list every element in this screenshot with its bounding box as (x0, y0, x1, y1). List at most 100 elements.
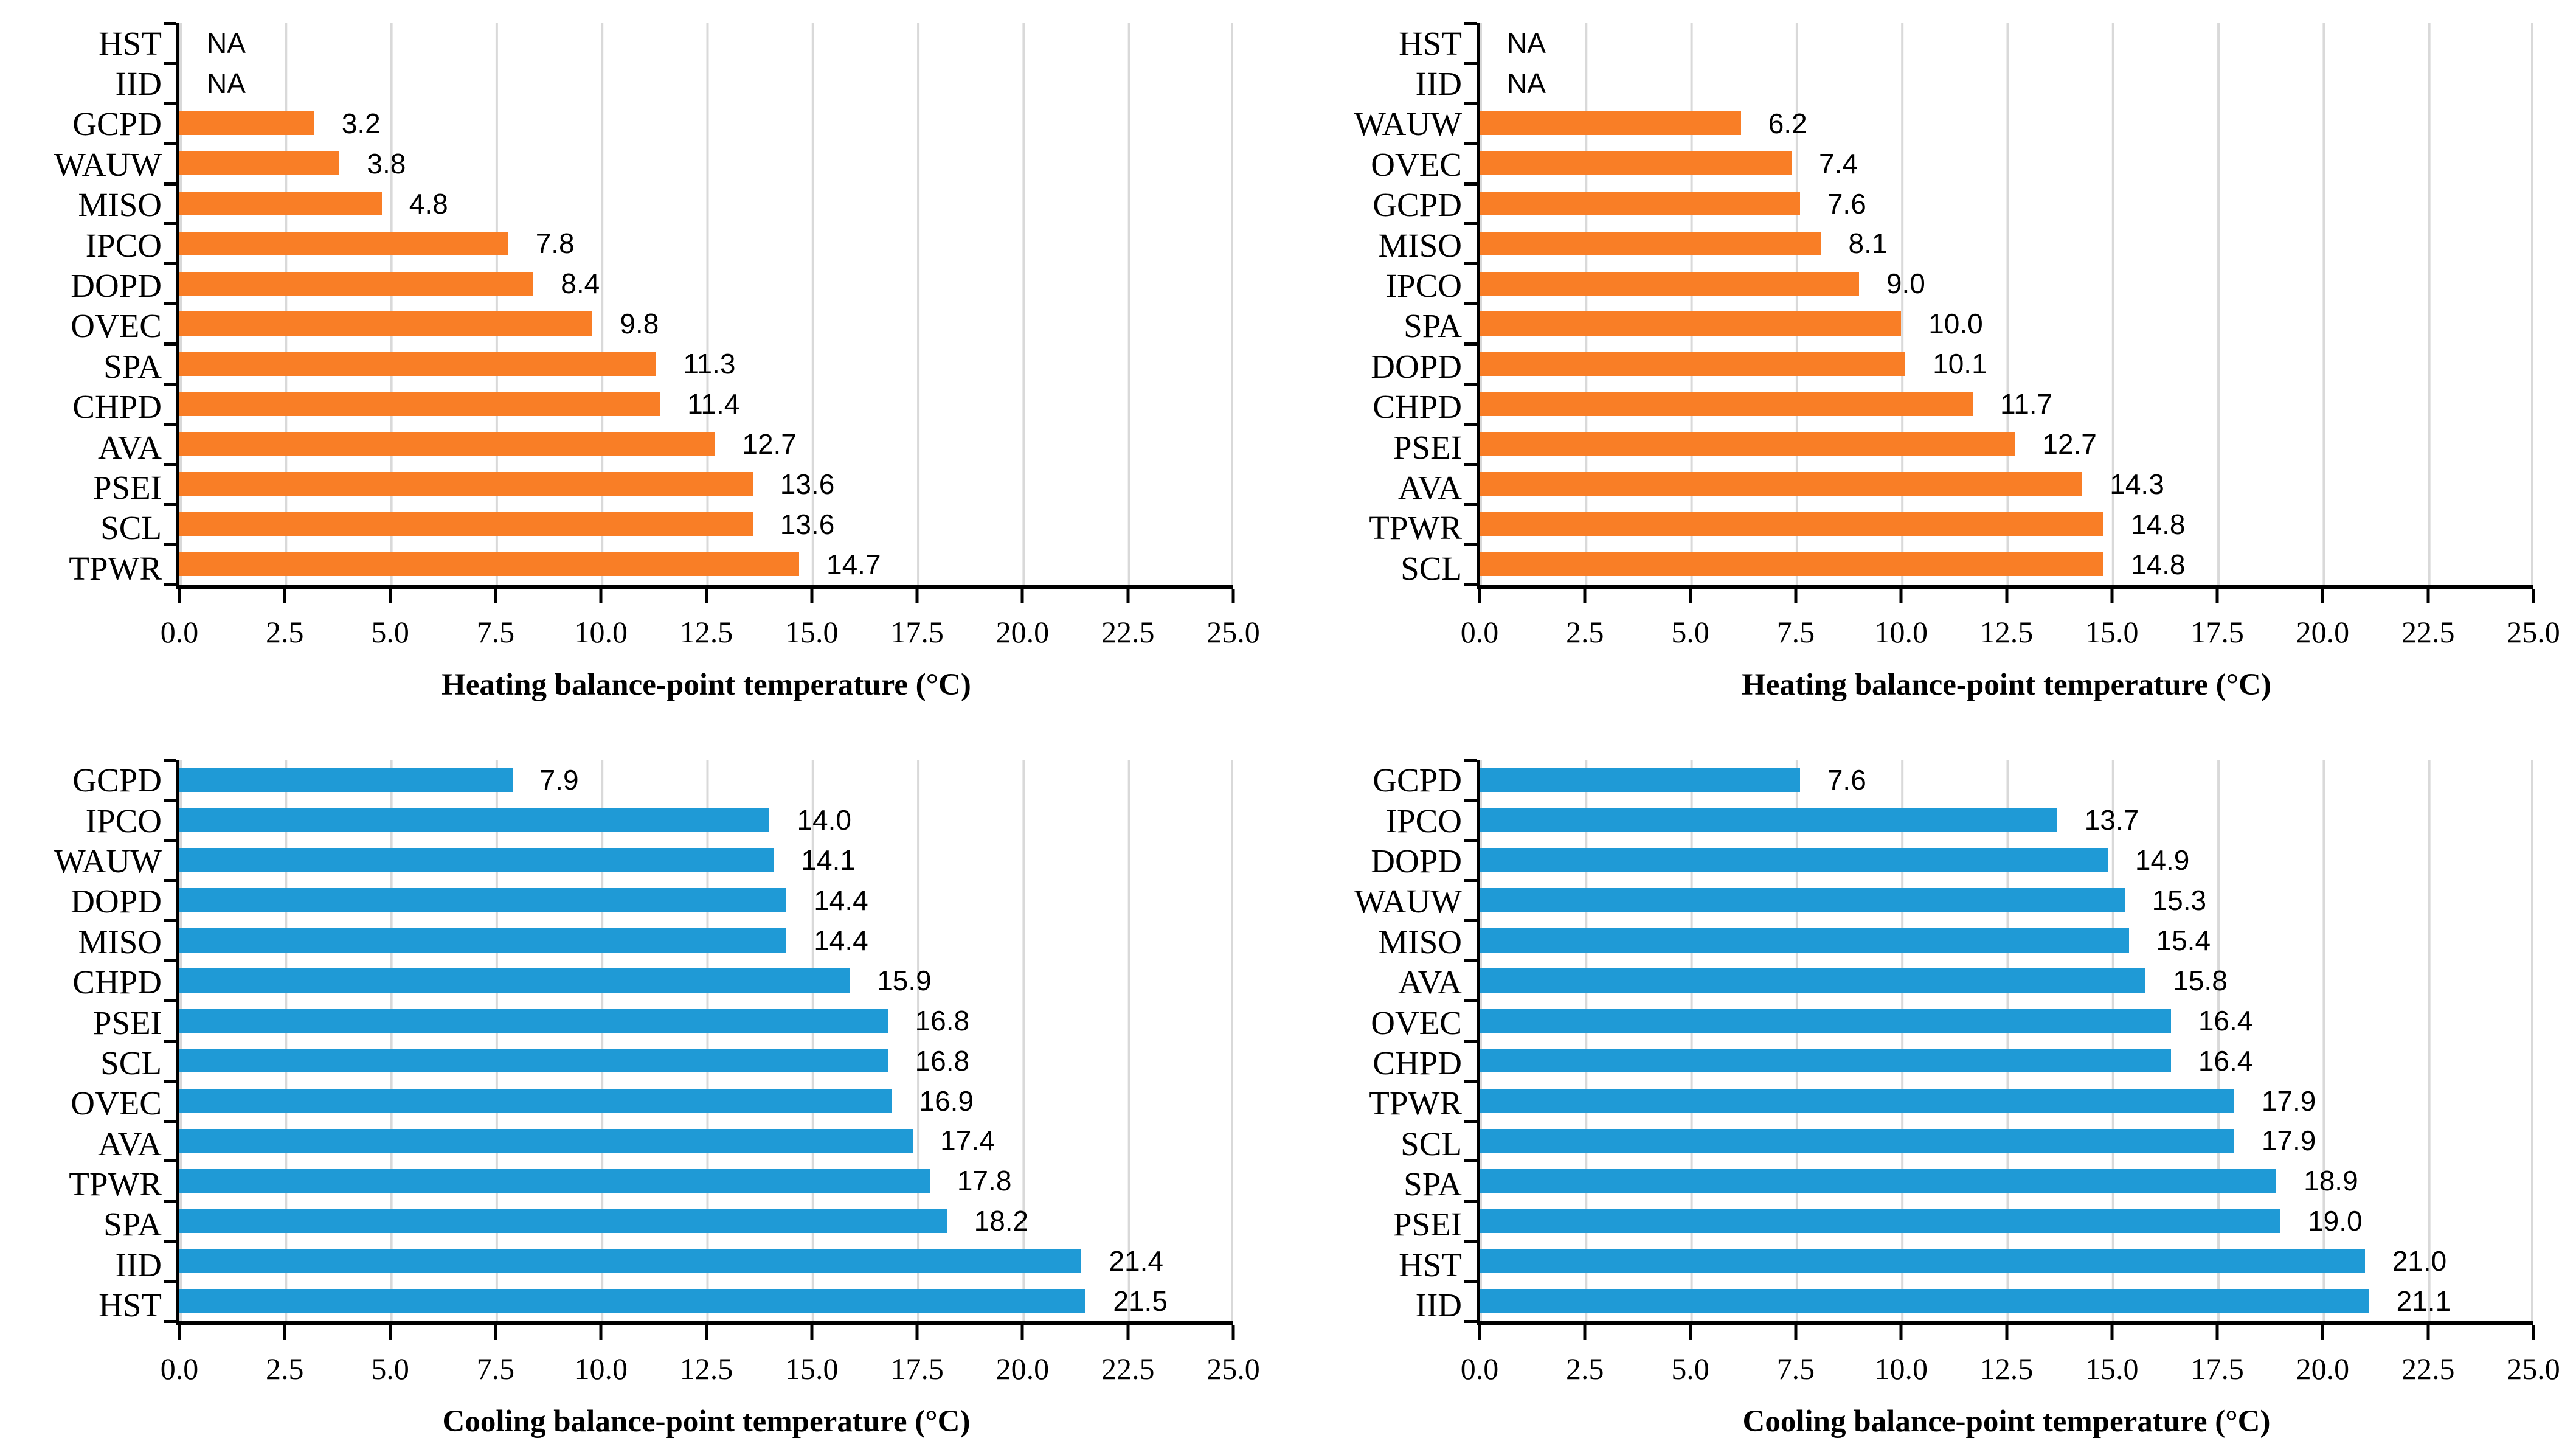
x-tick-label: 22.5 (2401, 614, 2455, 649)
value-label: 3.2 (341, 107, 381, 139)
x-tick-label: 5.0 (1671, 1352, 1709, 1386)
value-label: 11.3 (683, 348, 736, 380)
x-tick-label: 22.5 (2401, 1352, 2455, 1386)
x-axis-tick (2005, 1325, 2008, 1340)
x-tick-label: 5.0 (1671, 614, 1709, 649)
y-axis-tick (164, 102, 176, 105)
category-label: WAUW (1354, 883, 1462, 920)
value-label: 8.4 (561, 268, 600, 300)
bar (179, 1009, 888, 1033)
y-axis-tick (1464, 1119, 1477, 1123)
x-axis-tick (283, 1325, 286, 1340)
x-tick-label: 5.0 (371, 1352, 409, 1386)
bar-row: 6.2 (1480, 103, 2533, 144)
value-label: 7.9 (539, 764, 579, 796)
x-tick-label: 25.0 (1207, 1352, 1260, 1386)
bar (1480, 111, 1741, 136)
category-label: MISO (1378, 226, 1462, 264)
bar-row: 16.4 (1480, 1041, 2533, 1081)
x-axis-tick (1794, 588, 1798, 603)
x-axis-tick (810, 1325, 814, 1340)
bar (1480, 1169, 2277, 1193)
x-axis-tick (1583, 1325, 1587, 1340)
y-axis-tick (164, 61, 176, 65)
y-axis-tick (164, 502, 176, 506)
x-tick-label: 15.0 (785, 614, 839, 649)
bar (1480, 968, 2146, 993)
y-axis-tick (1464, 142, 1477, 145)
x-tick-label: 7.5 (1776, 614, 1815, 649)
bar (179, 1128, 913, 1153)
bar-row: 14.8 (1480, 504, 2533, 544)
bar (179, 352, 656, 376)
category-label: PSEI (1393, 1206, 1462, 1243)
bar-row: 17.9 (1480, 1121, 2533, 1161)
value-label: 18.2 (974, 1205, 1029, 1237)
value-label: 12.7 (2042, 428, 2097, 460)
category-label: WAUW (1354, 105, 1462, 143)
bar-row: 21.5 (179, 1281, 1233, 1321)
y-axis-tick (164, 342, 176, 346)
bar-row: 15.8 (1480, 960, 2533, 1001)
bar-row: 14.3 (1480, 464, 2533, 504)
category-label: CHPD (1373, 1044, 1462, 1082)
x-axis-tick (1794, 1325, 1798, 1340)
bar (179, 111, 314, 136)
x-tick-label: 10.0 (1874, 614, 1928, 649)
x-axis-tick (1231, 588, 1235, 603)
y-axis-tick (1464, 1079, 1477, 1083)
x-tick-label: 20.0 (995, 1352, 1050, 1386)
y-axis-tick (164, 1200, 176, 1203)
bar (1480, 151, 1792, 176)
y-axis-tick (1464, 222, 1477, 226)
value-label: 16.4 (2198, 1004, 2253, 1037)
bar (179, 1289, 1086, 1313)
value-label: 7.6 (1827, 187, 1866, 220)
y-axis-tick (1464, 61, 1477, 65)
x-axis-tick (1478, 1325, 1481, 1340)
x-tick-label: 10.0 (574, 1352, 628, 1386)
x-axis-tick (1689, 1325, 1692, 1340)
bar (1480, 271, 1859, 296)
category-label: WAUW (54, 145, 162, 183)
y-axis-tick (164, 222, 176, 226)
category-label: TPWR (1369, 1085, 1462, 1122)
x-tick-label: 15.0 (2085, 1352, 2139, 1386)
category-label: SPA (103, 347, 162, 385)
y-axis-tick (1464, 1200, 1477, 1203)
y-axis-tick (1464, 1320, 1477, 1323)
bar-row: 19.0 (1480, 1201, 2533, 1241)
category-label: MISO (78, 186, 162, 224)
value-label: 11.7 (2000, 387, 2053, 420)
value-label: 6.2 (1768, 107, 1807, 139)
x-tick-label: 2.5 (1566, 1352, 1604, 1386)
x-axis-tick (494, 588, 497, 603)
bar-row: 7.9 (179, 760, 1233, 800)
bar (179, 808, 770, 833)
value-label: 7.4 (1818, 147, 1858, 179)
value-label: 16.8 (915, 1004, 970, 1037)
y-axis-tick (164, 799, 176, 802)
na-label: NA (1507, 67, 1546, 99)
y-axis-tick (1464, 839, 1477, 842)
bar (1480, 552, 2103, 577)
x-tick-label: 17.5 (890, 614, 944, 649)
y-axis-tick (1464, 102, 1477, 105)
chart-body: HST IID WAUW OVEC GCPD MISO IPCO SPA DOPD CHPD PSE… (1324, 22, 2533, 589)
x-axis-tick (389, 588, 392, 603)
y-axis-tick (164, 1119, 176, 1123)
bar-row: 13.6 (179, 504, 1233, 544)
x-tick-label: 0.0 (1460, 1352, 1499, 1386)
bar (1480, 512, 2103, 537)
x-axis-tick (705, 1325, 708, 1340)
category-label: AVA (98, 1125, 162, 1162)
bar-row: 21.1 (1480, 1281, 2533, 1321)
bar (1480, 1209, 2281, 1234)
bar (1480, 231, 1821, 256)
x-axis-tick (1899, 1325, 1903, 1340)
y-axis-tick (164, 462, 176, 466)
y-axis-tick (164, 879, 176, 883)
bar-row: 17.9 (1480, 1081, 2533, 1121)
value-label: 17.9 (2261, 1125, 2316, 1157)
